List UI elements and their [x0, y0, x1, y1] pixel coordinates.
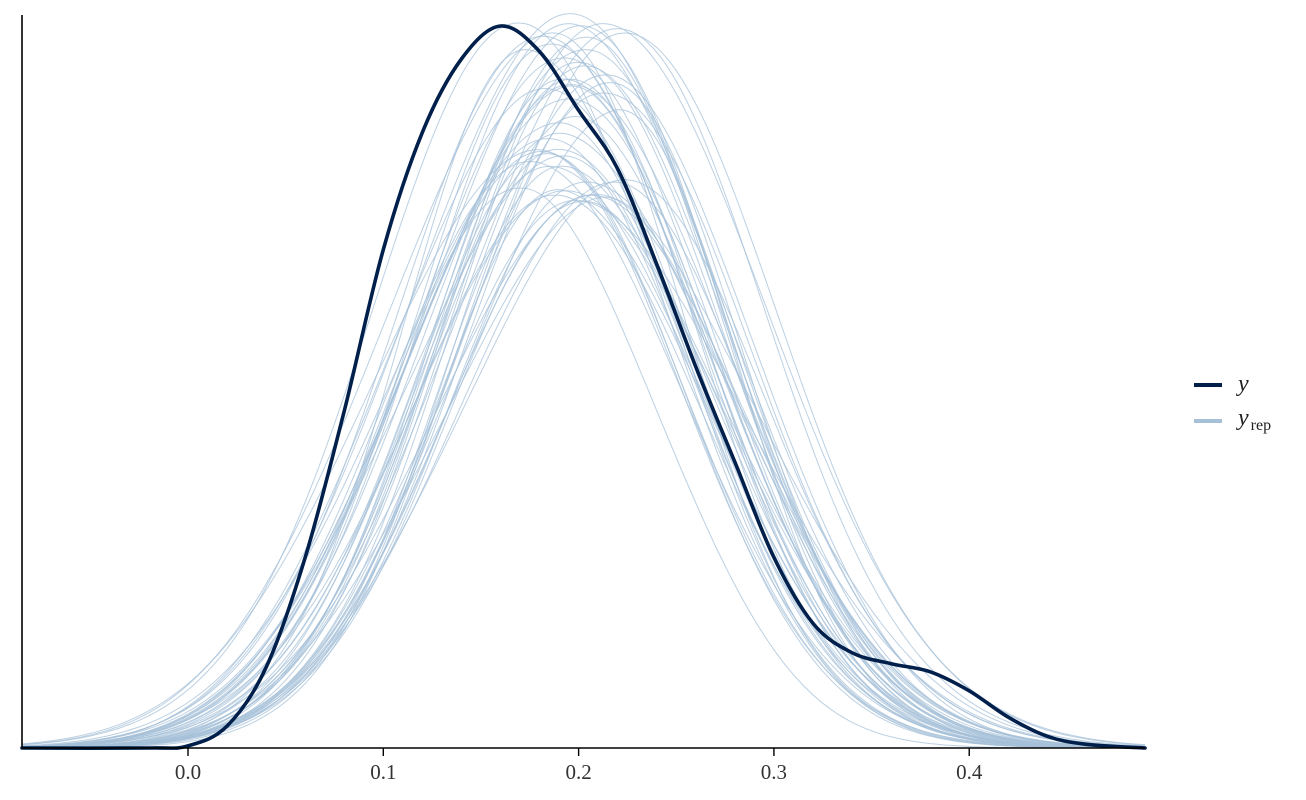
yrep-density-line	[21, 109, 1145, 749]
x-tick-label: 0.0	[175, 760, 201, 784]
yrep-density-line	[21, 49, 1146, 749]
yrep-density-line	[21, 132, 1146, 749]
yrep-density-line	[21, 148, 1146, 749]
yrep-density-line	[21, 61, 1146, 749]
yrep-density-line	[21, 165, 1146, 749]
legend-label-y: y	[1236, 371, 1249, 397]
yrep-density-line	[21, 57, 1146, 749]
yrep-density-line	[21, 36, 1146, 749]
yrep-density-line	[21, 149, 1145, 749]
yrep-density-line	[21, 22, 1146, 749]
yrep-density-line	[21, 25, 1146, 749]
yrep-density-line	[21, 194, 1146, 749]
yrep-density-line	[21, 187, 1146, 749]
yrep-density-line	[21, 28, 1146, 749]
x-tick-label: 0.1	[370, 760, 396, 784]
yrep-density-line	[21, 196, 1146, 749]
yrep-density-line	[21, 35, 1146, 749]
legend-label-yrep-subscript: rep	[1251, 417, 1271, 434]
yrep-density-line	[21, 122, 1145, 749]
yrep-density-line	[21, 23, 1146, 749]
yrep-density-line	[21, 65, 1145, 749]
yrep-density-lines	[21, 13, 1146, 749]
yrep-density-line	[21, 13, 1146, 748]
x-tick-label: 0.4	[956, 760, 983, 784]
yrep-density-line	[21, 181, 1146, 749]
x-axis-ticks: 0.0 0.1 0.2 0.3 0.4	[175, 748, 983, 784]
yrep-density-line	[21, 181, 1146, 749]
yrep-density-line	[21, 190, 1146, 748]
yrep-density-line	[21, 88, 1146, 749]
yrep-density-line	[21, 23, 1146, 748]
yrep-density-line	[21, 153, 1146, 749]
yrep-density-line	[22, 189, 1146, 749]
legend-label-yrep: y rep	[1236, 405, 1271, 434]
yrep-density-line	[21, 74, 1146, 749]
yrep-density-line	[21, 165, 1145, 749]
x-tick-label: 0.3	[761, 760, 787, 784]
yrep-density-line	[21, 84, 1146, 748]
yrep-density-line	[21, 92, 1146, 749]
yrep-density-line	[21, 32, 1146, 749]
yrep-density-line	[21, 200, 1146, 749]
yrep-density-line	[21, 199, 1146, 749]
yrep-density-line	[21, 49, 1146, 749]
yrep-density-line	[22, 115, 1145, 749]
yrep-density-line	[21, 179, 1146, 749]
legend-label-yrep-main: y	[1236, 405, 1249, 431]
yrep-density-line	[21, 193, 1146, 748]
x-tick-label: 0.2	[565, 760, 591, 784]
yrep-density-line	[21, 138, 1145, 749]
yrep-density-line	[21, 85, 1145, 749]
legend: y y rep	[1194, 371, 1271, 434]
yrep-density-line	[21, 150, 1145, 749]
y-density-line	[20, 24, 1147, 750]
yrep-density-line	[21, 98, 1146, 749]
yrep-density-line	[21, 194, 1146, 749]
yrep-density-line	[21, 160, 1145, 749]
yrep-density-line	[21, 155, 1145, 749]
yrep-density-line	[21, 32, 1145, 749]
yrep-density-line	[21, 43, 1145, 749]
